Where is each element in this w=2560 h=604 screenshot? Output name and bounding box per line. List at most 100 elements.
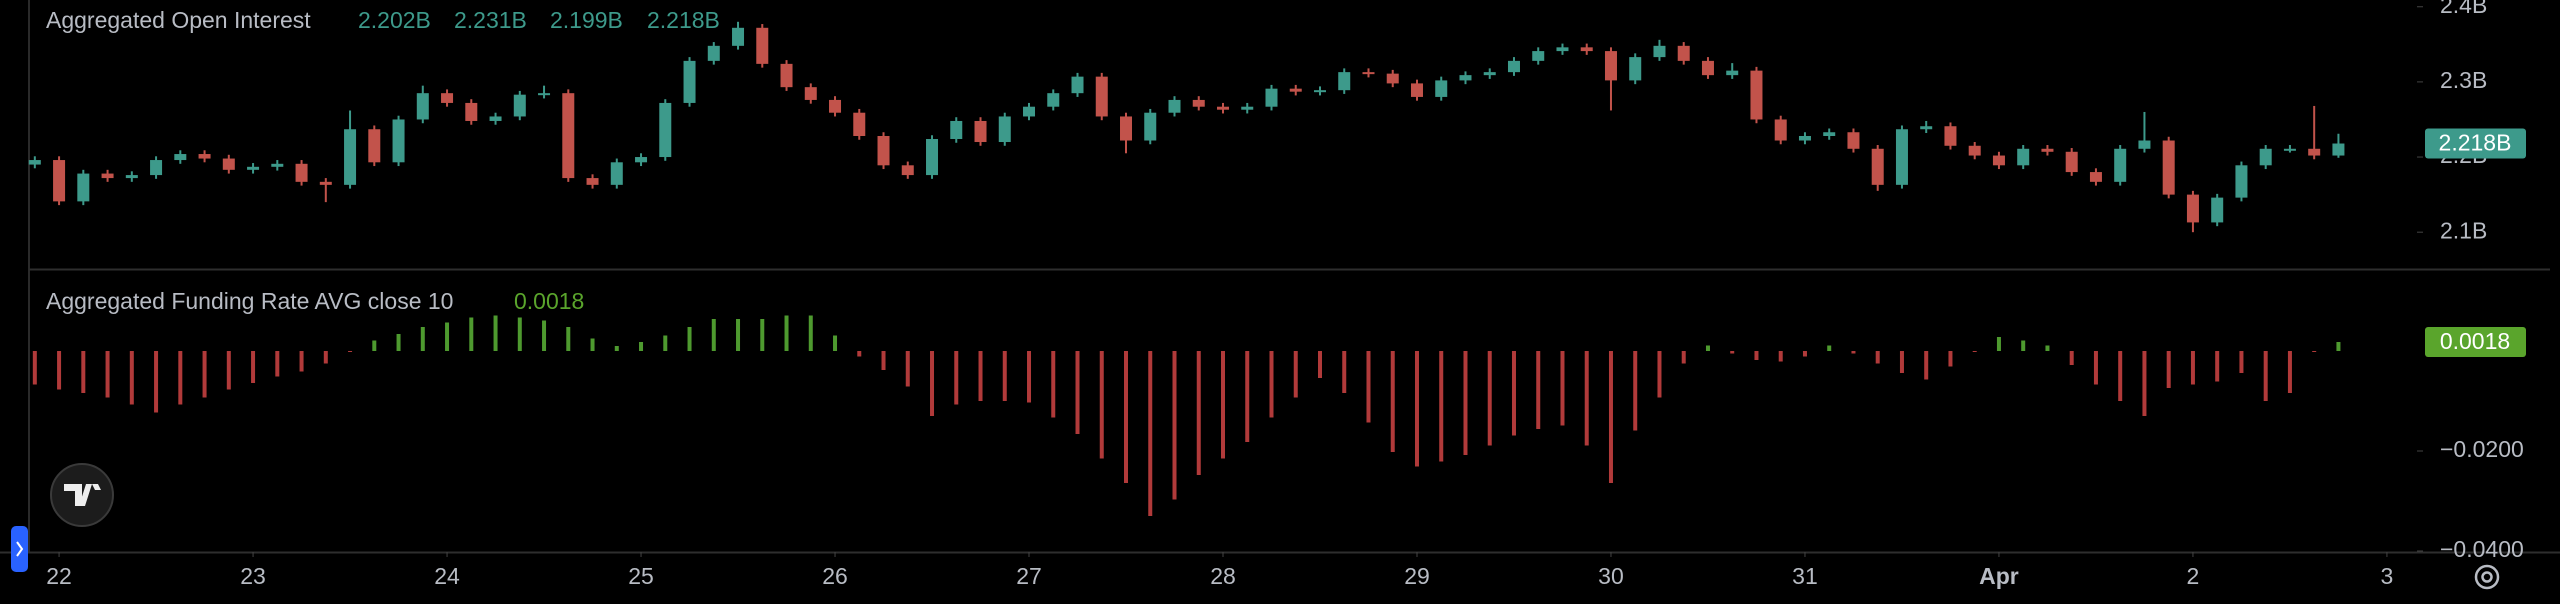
candle-body xyxy=(1144,112,1157,141)
candle-body xyxy=(1217,106,1229,110)
y-tick-label: 2.1B xyxy=(2440,217,2487,243)
histogram-bar xyxy=(1730,351,1735,354)
candle-body xyxy=(2162,140,2175,195)
histogram-bar xyxy=(711,319,716,351)
candle-body xyxy=(562,93,575,179)
candle-body xyxy=(756,27,769,64)
tradingview-logo[interactable] xyxy=(50,463,114,527)
histogram-bar xyxy=(1899,351,1904,373)
histogram-bar xyxy=(978,351,983,401)
histogram-bar xyxy=(1584,351,1589,446)
candle-body xyxy=(1895,129,1908,185)
plot-layer xyxy=(28,6,2423,552)
candle-body xyxy=(441,93,454,103)
histogram-bar xyxy=(372,340,377,351)
histogram-bar xyxy=(663,335,668,351)
x-tick-label: 27 xyxy=(1016,563,1042,589)
y-tick-label: 2.3B xyxy=(2440,67,2487,93)
histogram-bar xyxy=(2069,351,2074,365)
histogram-bar xyxy=(1778,351,1783,362)
histogram-bar xyxy=(2166,351,2171,388)
x-tick-label: Apr xyxy=(1979,563,2019,589)
candle-body xyxy=(319,181,332,185)
candle-body xyxy=(780,63,793,88)
candle-body xyxy=(1774,119,1787,141)
candle-body xyxy=(1435,80,1448,97)
histogram-bar xyxy=(1269,351,1274,418)
histogram-bar xyxy=(687,327,692,351)
x-tick-label: 3 xyxy=(2381,563,2394,589)
histogram-bar xyxy=(2215,351,2220,382)
candle-body xyxy=(2283,148,2296,151)
histogram-bar xyxy=(1851,351,1856,354)
histogram-bar xyxy=(2142,351,2147,416)
candle-body xyxy=(2259,148,2272,166)
y-tick-label: −0.0400 xyxy=(2440,536,2524,562)
y-tick-label: −0.0200 xyxy=(2440,436,2524,462)
candle-body xyxy=(1265,88,1278,107)
candle-body xyxy=(222,158,235,170)
candle-body xyxy=(1629,57,1642,81)
candle-body xyxy=(804,87,817,100)
candle-body xyxy=(1944,126,1957,146)
histogram-bar xyxy=(2263,351,2268,401)
toggle-tab[interactable] xyxy=(11,526,28,572)
logo-mark[interactable] xyxy=(64,484,101,506)
candle-body xyxy=(1677,45,1690,61)
candle-body xyxy=(950,120,963,140)
ohlc-close: 2.218B xyxy=(647,7,720,33)
candle-body xyxy=(1968,145,1981,156)
histogram-bar xyxy=(105,351,110,398)
histogram-bar xyxy=(129,351,134,405)
candle-body xyxy=(538,93,551,96)
candle-body xyxy=(974,120,987,143)
histogram-bar xyxy=(396,334,401,351)
candle-body xyxy=(998,116,1011,143)
sidebar-toggle[interactable] xyxy=(11,526,28,572)
candle-body xyxy=(2138,140,2151,149)
candle-body xyxy=(28,160,41,165)
candle-body xyxy=(1507,60,1520,73)
histogram-bar xyxy=(590,338,595,351)
histogram-bar xyxy=(566,327,571,351)
histogram-bar xyxy=(1875,351,1880,364)
candle-body xyxy=(2332,143,2345,156)
candle-body xyxy=(271,163,284,167)
histogram-bar xyxy=(1414,351,1419,467)
histogram-bar xyxy=(57,351,62,390)
candle-body xyxy=(2186,194,2199,223)
histogram-bar xyxy=(178,351,183,405)
histogram-bar xyxy=(614,346,619,351)
candle-body xyxy=(901,165,914,176)
candle-body xyxy=(1653,45,1666,58)
funding-last-badge-text: 0.0018 xyxy=(2440,328,2510,354)
candle-body xyxy=(1313,90,1326,93)
histogram-bar xyxy=(1511,351,1516,436)
candle-body xyxy=(877,136,890,166)
histogram-bar xyxy=(833,335,838,351)
histogram-bar xyxy=(2093,351,2098,385)
settings-gear[interactable] xyxy=(2474,564,2500,590)
candle-body xyxy=(1338,72,1351,91)
histogram-bar xyxy=(881,351,886,370)
histogram-bar xyxy=(1342,351,1347,393)
histogram-bar xyxy=(2336,342,2341,351)
candle-body xyxy=(1798,136,1811,141)
oi-last-badge-bg xyxy=(2425,128,2526,159)
x-tick-label: 31 xyxy=(1792,563,1818,589)
histogram-bar xyxy=(493,315,498,351)
histogram-bar xyxy=(251,351,256,383)
gear-hub[interactable] xyxy=(2481,571,2493,583)
candle-body xyxy=(1871,148,1884,185)
histogram-bar xyxy=(857,351,862,357)
candle-body xyxy=(829,99,842,113)
histogram-bar xyxy=(1124,351,1129,483)
toggle-arrow[interactable] xyxy=(16,541,24,557)
funding-title: Aggregated Funding Rate AVG close 10 xyxy=(46,288,453,314)
candle-body xyxy=(2114,148,2127,182)
histogram-bar xyxy=(760,319,765,351)
candle-body xyxy=(198,154,211,159)
gear-ring[interactable] xyxy=(2474,564,2500,590)
histogram-bar xyxy=(1027,351,1032,403)
candle-body xyxy=(1580,47,1593,52)
